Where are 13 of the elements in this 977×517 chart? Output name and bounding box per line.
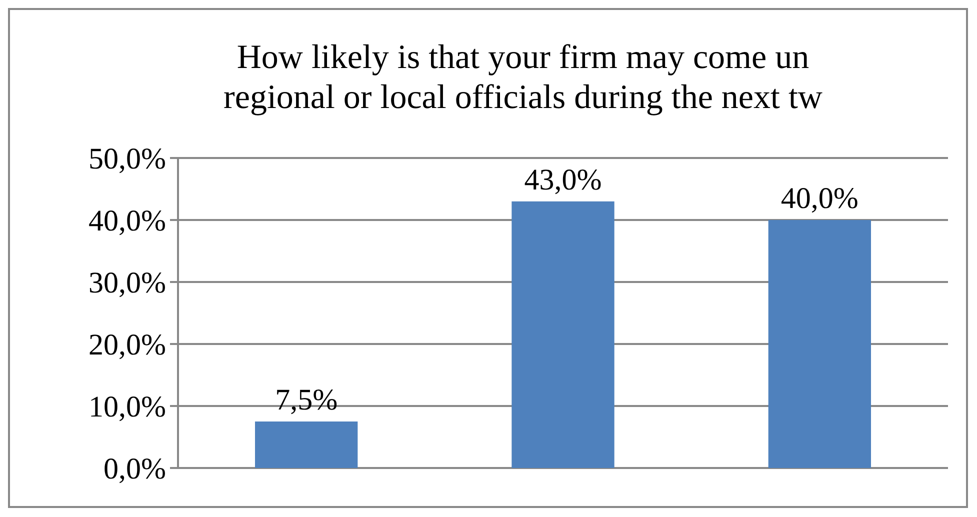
y-tick-label: 30,0%: [88, 266, 166, 300]
data-label: 7,5%: [275, 384, 338, 416]
bar: [512, 201, 614, 468]
bar: [255, 422, 358, 468]
chart-title: How likely is that your firm may come un regional or local officials during the next tw: [224, 39, 823, 116]
bar: [768, 220, 871, 468]
y-tick-label: 40,0%: [88, 204, 166, 238]
y-tick-label: 50,0%: [88, 142, 166, 176]
data-label: 40,0%: [780, 182, 858, 215]
y-tick-label: 10,0%: [88, 390, 166, 424]
data-label: 43,0%: [524, 163, 602, 196]
y-tick-label: 0,0%: [104, 452, 166, 486]
y-tick-label: 20,0%: [88, 328, 166, 362]
